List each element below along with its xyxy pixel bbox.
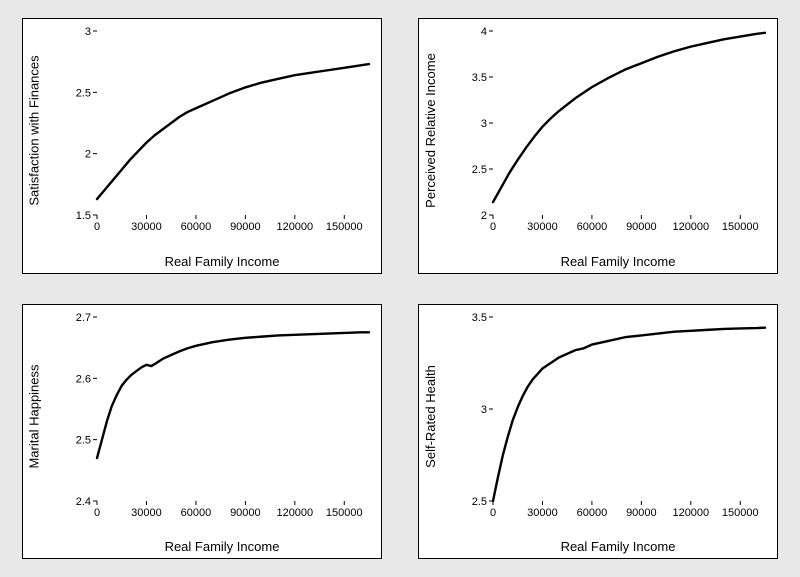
- ytick-label: 4: [481, 27, 487, 38]
- xlabel: Real Family Income: [71, 254, 373, 269]
- xtick-label: 90000: [626, 507, 657, 519]
- xlabel: Real Family Income: [467, 539, 769, 554]
- ytick-label: 3: [85, 27, 91, 38]
- xtick-label: 120000: [672, 221, 709, 233]
- ylabel: Marital Happiness: [25, 313, 43, 521]
- ylabel: Perceived Relative Income: [421, 27, 439, 235]
- panel-marital: Marital Happiness 0 30000 60000 90000 120000…: [22, 304, 382, 560]
- ytick-label: 1.5: [76, 210, 91, 222]
- xtick-label: 150000: [722, 507, 759, 519]
- xtick-label: 120000: [276, 221, 313, 233]
- series-line: [97, 64, 369, 199]
- ytick-label: 2: [481, 210, 487, 222]
- ylabel-text: Satisfaction with Finances: [27, 56, 42, 206]
- series-line: [493, 327, 765, 500]
- xtick-label: 30000: [527, 507, 558, 519]
- xtick-label: 0: [94, 221, 100, 233]
- panel-finances: Satisfaction with Finances 0 30000 60000 90…: [22, 18, 382, 274]
- xtick-label: 30000: [131, 221, 162, 233]
- xtick-label: 0: [94, 507, 100, 519]
- xtick-label: 120000: [672, 507, 709, 519]
- ylabel-text: Self-Rated Health: [423, 365, 438, 468]
- plot-area: 0 30000 60000 90000 120000 150000 2.4 2.5 2.6 2.7: [71, 313, 373, 521]
- xtick-label: 0: [490, 221, 496, 233]
- ytick-label: 3: [481, 118, 487, 130]
- figure-grid: Satisfaction with Finances 0 30000 60000 90…: [0, 0, 800, 577]
- ylabel: Self-Rated Health: [421, 313, 439, 521]
- xtick-label: 60000: [577, 221, 608, 233]
- xtick-label: 120000: [276, 507, 313, 519]
- chart-svg: 0 30000 60000 90000 120000 150000 2.5 3 3.5: [467, 313, 769, 521]
- xtick-label: 60000: [181, 221, 212, 233]
- xtick-label: 90000: [230, 507, 261, 519]
- xtick-label: 60000: [577, 507, 608, 519]
- chart-svg: 0 30000 60000 90000 120000 150000 1.5 2 2.5 3: [71, 27, 373, 235]
- xtick-label: 90000: [230, 221, 261, 233]
- plot-area: 0 30000 60000 90000 120000 150000 2.5 3 3.5: [467, 313, 769, 521]
- xtick-label: 60000: [181, 507, 212, 519]
- ytick-label: 2.5: [76, 434, 91, 446]
- ytick-label: 3.5: [472, 313, 487, 324]
- xtick-label: 0: [490, 507, 496, 519]
- series-line: [493, 33, 765, 202]
- ytick-label: 2.5: [76, 87, 91, 99]
- ytick-label: 2.7: [76, 313, 91, 324]
- chart-svg: 0 30000 60000 90000 120000 150000 2.4 2.5 2.6 2.7: [71, 313, 373, 521]
- ytick-label: 3.5: [472, 72, 487, 84]
- xtick-label: 30000: [131, 507, 162, 519]
- plot-area: 0 30000 60000 90000 120000 150000 1.5 2 2.5 3: [71, 27, 373, 235]
- xtick-label: 150000: [722, 221, 759, 233]
- ylabel: Satisfaction with Finances: [25, 27, 43, 235]
- xlabel: Real Family Income: [467, 254, 769, 269]
- ytick-label: 2.4: [76, 496, 91, 508]
- xtick-label: 30000: [527, 221, 558, 233]
- ytick-label: 2.6: [76, 373, 91, 385]
- panel-relative-income: Perceived Relative Income 0 30000 60000 900…: [418, 18, 778, 274]
- xtick-label: 90000: [626, 221, 657, 233]
- plot-area: 0 30000 60000 90000 120000 150000 2 2.5 3 3.5 4: [467, 27, 769, 235]
- ytick-label: 2.5: [472, 496, 487, 508]
- ylabel-text: Marital Happiness: [27, 364, 42, 468]
- panel-health: Self-Rated Health 0 30000 60000 90000 120000…: [418, 304, 778, 560]
- ytick-label: 2: [85, 149, 91, 161]
- xtick-label: 150000: [326, 221, 363, 233]
- xtick-label: 150000: [326, 507, 363, 519]
- ylabel-text: Perceived Relative Income: [423, 53, 438, 208]
- ytick-label: 2.5: [472, 164, 487, 176]
- xlabel: Real Family Income: [71, 539, 373, 554]
- chart-svg: 0 30000 60000 90000 120000 150000 2 2.5 3 3.5 4: [467, 27, 769, 235]
- series-line: [97, 332, 369, 458]
- ytick-label: 3: [481, 404, 487, 416]
